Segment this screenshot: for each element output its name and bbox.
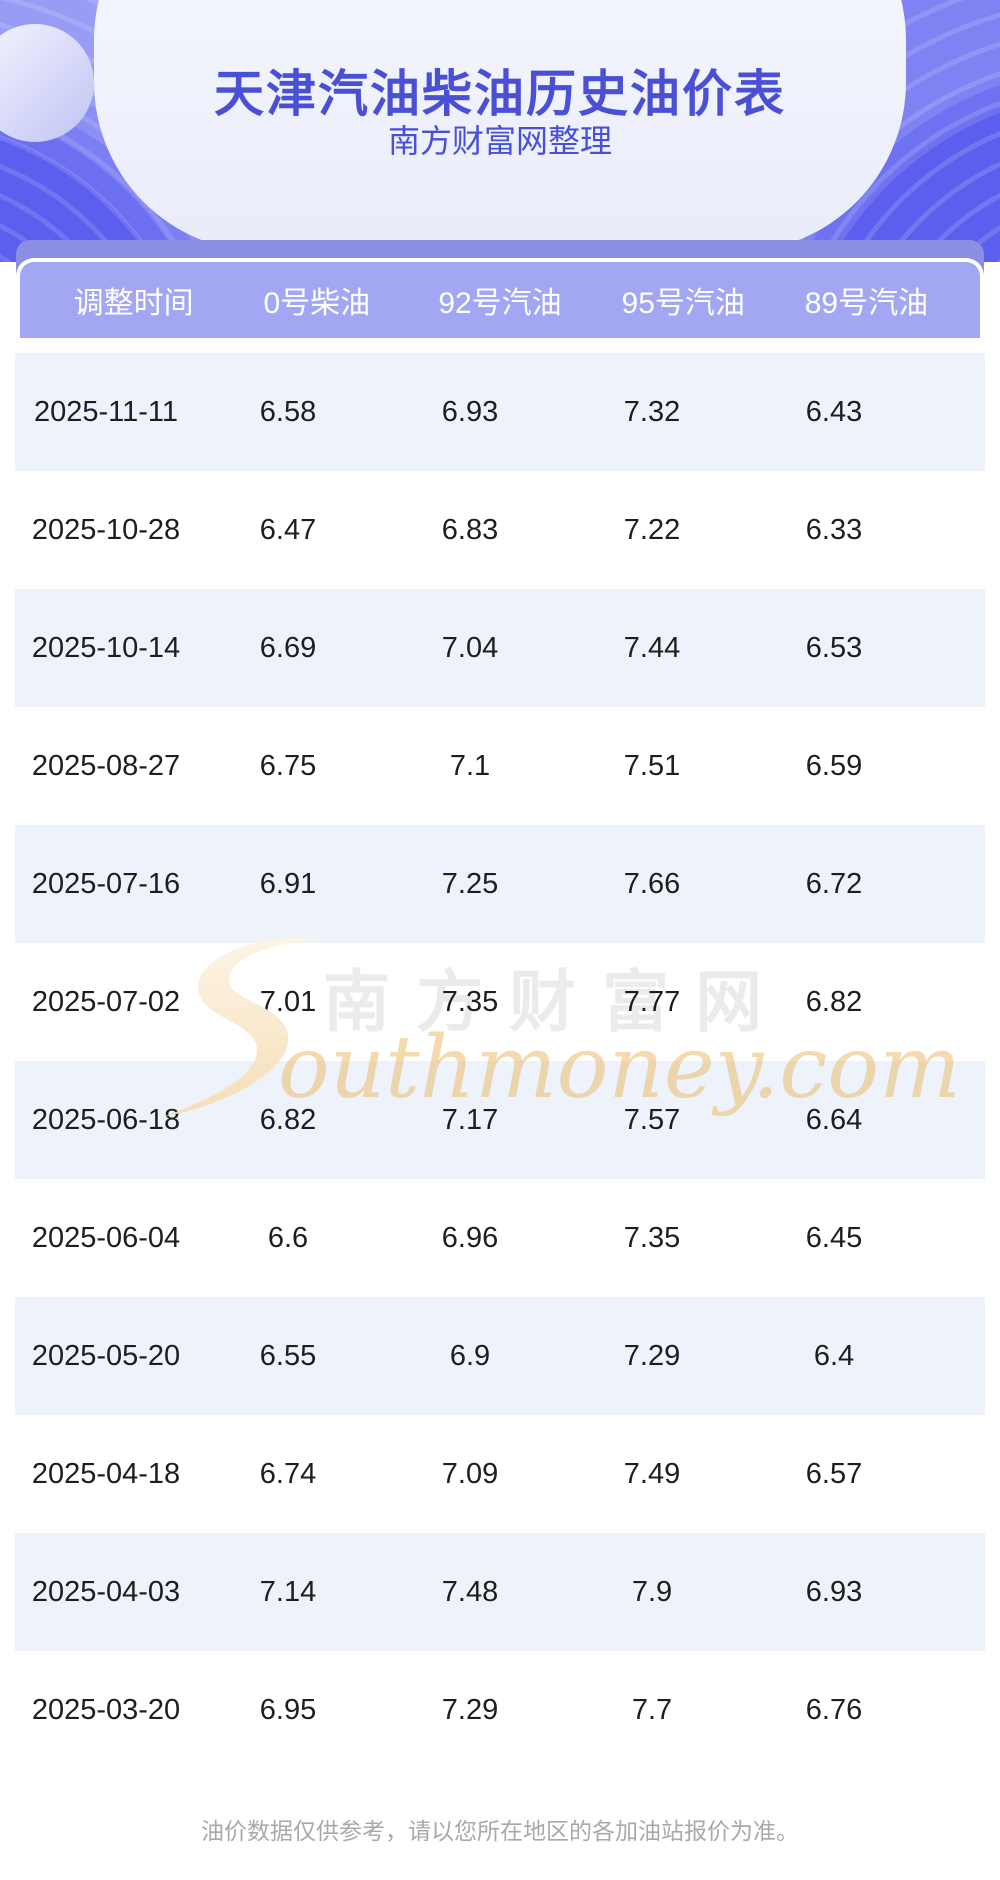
page-subtitle: 南方财富网整理	[387, 123, 612, 159]
row-date: 2025-05-20	[31, 1339, 181, 1372]
row-price: 6.91	[259, 867, 317, 900]
row-price: 7.22	[623, 513, 681, 546]
table-row: 2025-05-20 6.55 6.9 7.29 6.4	[15, 1297, 985, 1415]
row-price: 7.35	[623, 1221, 681, 1254]
table-row: 2025-08-27 6.75 7.1 7.51 6.59	[15, 707, 985, 825]
row-price: 7.51	[623, 749, 681, 782]
row-price: 6.33	[805, 513, 863, 546]
row-price: 6.96	[441, 1221, 499, 1254]
row-price: 6.55	[259, 1339, 317, 1372]
table-row: 2025-11-11 6.58 6.93 7.32 6.43	[15, 353, 985, 471]
row-date: 2025-07-16	[31, 867, 181, 900]
hero-banner: 天津汽油柴油历史油价表 南方财富网整理	[0, 0, 1000, 262]
row-price: 6.6	[267, 1221, 309, 1254]
row-price: 6.93	[441, 395, 499, 428]
row-price: 6.93	[805, 1575, 863, 1608]
row-price: 7.57	[623, 1103, 681, 1136]
table-row: 2025-07-02 7.01 7.35 7.77 6.82	[15, 943, 985, 1061]
table-row: 2025-10-28 6.47 6.83 7.22 6.33	[15, 471, 985, 589]
row-date: 2025-07-02	[31, 985, 181, 1018]
table-row: 2025-06-18 6.82 7.17 7.57 6.64	[15, 1061, 985, 1179]
row-price: 7.09	[441, 1457, 499, 1490]
row-price: 7.77	[623, 985, 681, 1018]
row-price: 6.59	[805, 749, 863, 782]
table-row: 2025-04-18 6.74 7.09 7.49 6.57	[15, 1415, 985, 1533]
row-date: 2025-06-18	[31, 1103, 181, 1136]
row-price: 6.74	[259, 1457, 317, 1490]
row-price: 6.75	[259, 749, 317, 782]
footer-note: 油价数据仅供参考，请以您所在地区的各加油站报价为准。	[201, 1818, 799, 1844]
table-row: 2025-06-04 6.6 6.96 7.35 6.45	[15, 1179, 985, 1297]
row-price: 7.48	[441, 1575, 499, 1608]
row-price: 7.29	[623, 1339, 681, 1372]
row-price: 6.45	[805, 1221, 863, 1254]
table-row: 2025-04-03 7.14 7.48 7.9 6.93	[15, 1533, 985, 1651]
row-price: 6.72	[805, 867, 863, 900]
row-price: 6.57	[805, 1457, 863, 1490]
row-price: 7.04	[441, 631, 499, 664]
column-header-2: 92号汽油	[438, 287, 562, 320]
row-price: 6.82	[259, 1103, 317, 1136]
hero-blob-decoration	[94, 0, 906, 252]
row-price: 6.9	[449, 1339, 491, 1372]
row-price: 7.66	[623, 867, 681, 900]
table-row: 2025-03-20 6.95 7.29 7.7 6.76	[15, 1651, 985, 1769]
column-header-1: 0号柴油	[263, 287, 371, 320]
row-price: 7.9	[631, 1575, 673, 1608]
row-date: 2025-04-18	[31, 1457, 181, 1490]
column-header-3: 95号汽油	[621, 287, 745, 320]
page-title: 天津汽油柴油历史油价表	[214, 66, 786, 122]
column-header-0: 调整时间	[73, 287, 194, 320]
row-price: 7.49	[623, 1457, 681, 1490]
row-price: 7.7	[631, 1693, 673, 1726]
row-price: 7.35	[441, 985, 499, 1018]
row-date: 2025-06-04	[31, 1221, 181, 1254]
row-price: 6.69	[259, 631, 317, 664]
row-price: 6.64	[805, 1103, 863, 1136]
row-date: 2025-11-11	[33, 395, 179, 428]
row-date: 2025-03-20	[31, 1693, 181, 1726]
table-row: 2025-10-14 6.69 7.04 7.44 6.53	[15, 589, 985, 707]
row-date: 2025-08-27	[31, 749, 181, 782]
row-price: 6.58	[259, 395, 317, 428]
row-price: 6.82	[805, 985, 863, 1018]
row-price: 7.25	[441, 867, 499, 900]
table-row: 2025-07-16 6.91 7.25 7.66 6.72	[15, 825, 985, 943]
row-price: 6.95	[259, 1693, 317, 1726]
row-price: 7.32	[623, 395, 681, 428]
row-date: 2025-04-03	[31, 1575, 181, 1608]
row-price: 7.17	[441, 1103, 499, 1136]
row-price: 7.29	[441, 1693, 499, 1726]
row-price: 7.44	[623, 631, 681, 664]
row-price: 6.76	[805, 1693, 863, 1726]
row-price: 6.4	[813, 1339, 855, 1372]
row-price: 6.43	[805, 395, 863, 428]
row-date: 2025-10-28	[31, 513, 181, 546]
row-price: 6.83	[441, 513, 499, 546]
row-price: 7.14	[259, 1575, 317, 1608]
row-date: 2025-10-14	[31, 631, 181, 664]
price-table-header: 调整时间 0号柴油 92号汽油 95号汽油 89号汽油	[16, 258, 984, 338]
row-price: 6.47	[259, 513, 317, 546]
row-price: 7.1	[449, 749, 491, 782]
price-table-body: 2025-11-11 6.58 6.93 7.32 6.43 2025-10-28 6.47…	[15, 353, 985, 1769]
row-price: 6.53	[805, 631, 863, 664]
row-price: 7.01	[259, 985, 317, 1018]
hero-circle-decoration	[0, 24, 94, 142]
column-header-4: 89号汽油	[804, 287, 929, 320]
